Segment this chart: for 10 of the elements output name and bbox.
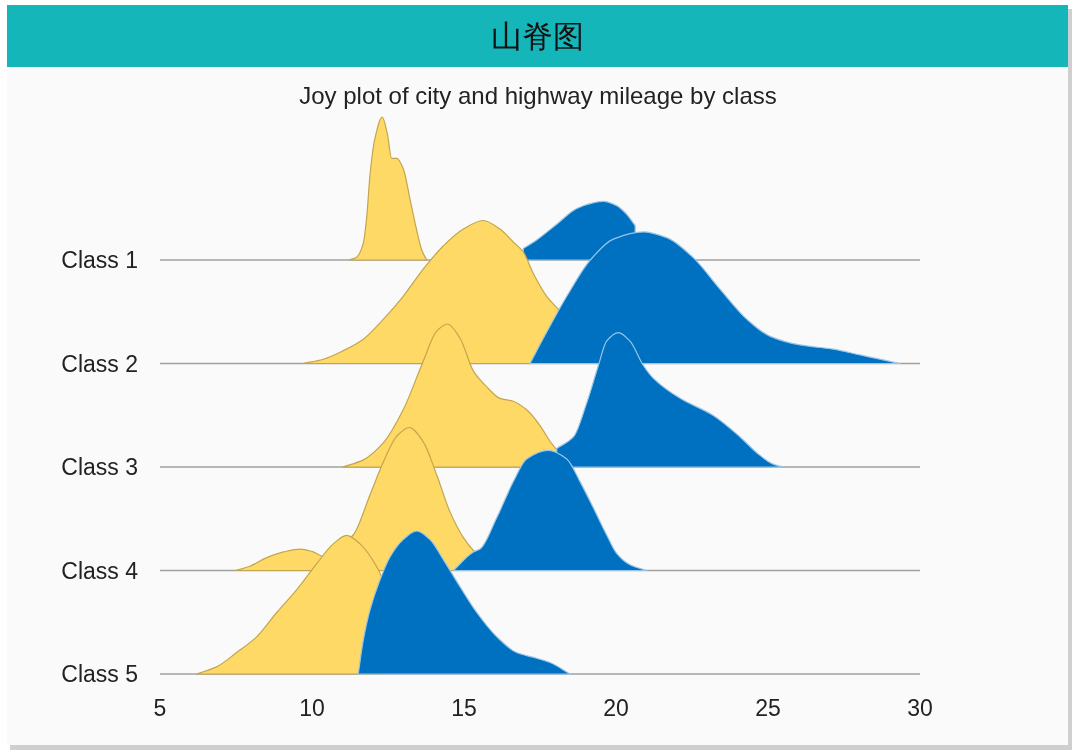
x-tick-label: 15	[451, 695, 477, 721]
x-tick-label: 5	[153, 695, 167, 721]
y-axis-title: Class 2	[61, 350, 138, 377]
y-axis-title: Class 3	[61, 454, 138, 480]
x-tick-label: 30	[907, 695, 933, 721]
y-axis-title: Class 5	[61, 661, 138, 687]
x-tick-label: 20	[603, 695, 629, 721]
y-axis-title: Class 4	[61, 557, 139, 584]
x-tick-label: 25	[755, 695, 781, 721]
x-tick-label: 10	[299, 695, 325, 721]
